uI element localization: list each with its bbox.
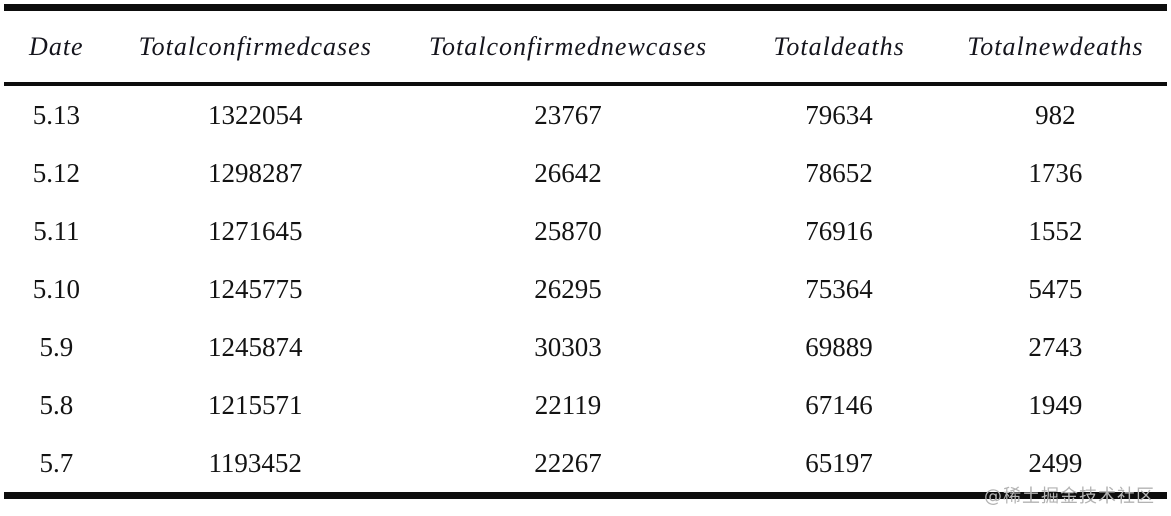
cell-total-confirmed-new-cases: 26642 [534,157,602,188]
cell-date: 5.12 [32,157,80,188]
cell-total-confirmed-cases: 1245775 [207,273,303,304]
cell-total-deaths: 78652 [805,157,873,188]
cell-total-deaths: 65197 [805,447,873,478]
header-row: Date Totalconfirmedcases Totalconfirmedn… [4,7,1167,86]
header-total-deaths: Totaldeaths [734,7,944,86]
table-row: 5.11 1271645 25870 76916 1552 [4,202,1167,260]
cell-total-new-deaths: 982 [1035,99,1076,130]
table-body: 5.13 1322054 23767 79634 982 5.12 129828… [4,84,1167,496]
header-total-confirmed-cases: Totalconfirmedcases [108,7,402,86]
cell-total-confirmed-cases: 1215571 [207,389,303,420]
table-row: 5.9 1245874 30303 69889 2743 [4,318,1167,376]
cell-date: 5.8 [39,389,74,420]
table-row: 5.13 1322054 23767 79634 982 [4,84,1167,144]
table-row: 5.8 1215571 22119 67146 1949 [4,376,1167,434]
cell-total-confirmed-cases: 1193452 [208,447,302,478]
paper-table-page: Date Totalconfirmedcases Totalconfirmedn… [0,4,1171,516]
table-row: 5.12 1298287 26642 78652 1736 [4,144,1167,202]
cell-total-deaths: 69889 [805,331,873,362]
cell-total-confirmed-cases: 1322054 [207,99,303,130]
cell-total-confirmed-new-cases: 22267 [534,447,602,478]
cell-total-deaths: 79634 [805,99,873,130]
cell-total-deaths: 75364 [805,273,873,304]
header-total-new-deaths: Totalnewdeaths [943,7,1167,86]
cell-total-deaths: 67146 [805,389,873,420]
cell-total-confirmed-new-cases: 26295 [534,273,602,304]
cell-total-confirmed-cases: 1298287 [207,157,303,188]
cell-total-confirmed-new-cases: 30303 [534,331,602,362]
cell-total-new-deaths: 5475 [1028,273,1083,304]
cell-total-confirmed-cases: 1245874 [207,331,303,362]
cell-total-new-deaths: 1552 [1028,215,1083,246]
cell-date: 5.9 [39,331,74,362]
cell-total-new-deaths: 2499 [1028,447,1083,478]
cell-total-deaths: 76916 [805,215,873,246]
cell-total-new-deaths: 2743 [1028,331,1083,362]
header-total-confirmed-new-cases: Totalconfirmednewcases [401,7,735,86]
table-row: 5.7 1193452 22267 65197 2499 [4,434,1167,496]
cell-total-new-deaths: 1736 [1028,157,1083,188]
header-date: Date [4,7,109,86]
cell-total-confirmed-new-cases: 25870 [534,215,602,246]
cell-total-confirmed-cases: 1271645 [207,215,303,246]
cell-date: 5.11 [33,215,80,246]
cell-date: 5.13 [32,99,80,130]
cell-date: 5.10 [32,273,80,304]
cell-total-new-deaths: 1949 [1028,389,1083,420]
covid-statistics-table: Date Totalconfirmedcases Totalconfirmedn… [4,4,1167,499]
table-header: Date Totalconfirmedcases Totalconfirmedn… [4,7,1167,86]
cell-total-confirmed-new-cases: 23767 [534,99,602,130]
cell-date: 5.7 [39,447,74,478]
cell-total-confirmed-new-cases: 22119 [534,389,602,420]
table-row: 5.10 1245775 26295 75364 5475 [4,260,1167,318]
